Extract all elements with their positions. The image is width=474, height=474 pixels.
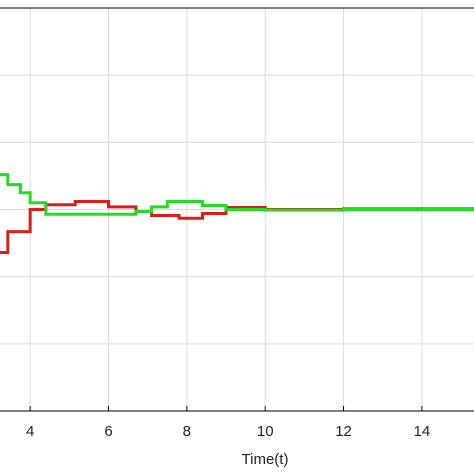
x-tick-label: 8 xyxy=(183,423,191,440)
x-tick-label: 12 xyxy=(335,423,352,440)
x-tick-label: 14 xyxy=(414,423,431,440)
plot-frame xyxy=(0,7,474,412)
x-axis-label: Time(t) xyxy=(242,451,289,468)
x-tick-label: 6 xyxy=(104,423,112,440)
x-tick-label: 10 xyxy=(257,423,274,440)
x-tick-label: 4 xyxy=(26,423,34,440)
line-series xyxy=(0,173,474,216)
